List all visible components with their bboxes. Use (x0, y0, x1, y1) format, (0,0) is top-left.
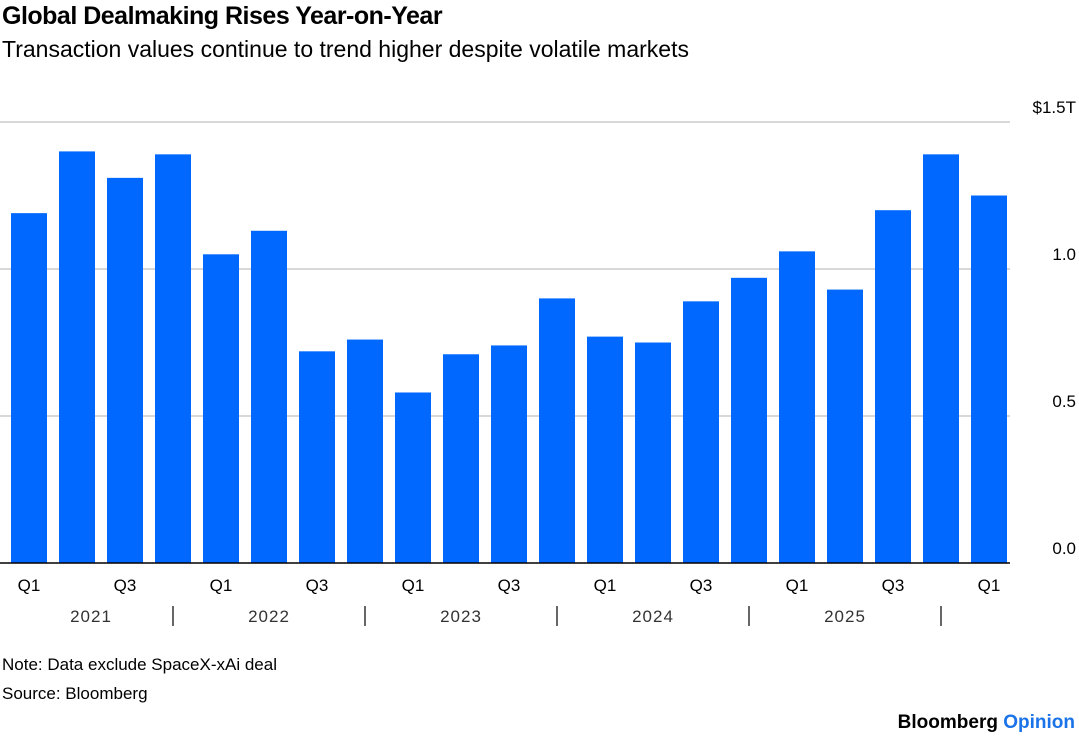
brand-logo: Bloomberg Opinion (897, 712, 1075, 733)
bar (299, 351, 335, 563)
x-tick-label: Q3 (498, 576, 521, 595)
chart-source: Source: Bloomberg (2, 684, 148, 703)
bar (635, 342, 671, 563)
bar (203, 254, 239, 564)
x-tick-label: Q1 (402, 576, 425, 595)
x-tick-label: Q1 (786, 576, 809, 595)
year-label: 2024 (632, 607, 674, 626)
x-tick-label: Q1 (210, 576, 233, 595)
bar (347, 339, 383, 563)
x-tick-label: Q3 (306, 576, 329, 595)
bar (779, 251, 815, 564)
bar (875, 210, 911, 563)
bar-chart: 0.0 0.5 1.0 $1.5T Q1 Q3 Q1 Q3 Q1 Q3 Q1 Q3 Q1 Q3 Q1 2021… (0, 98, 1076, 626)
bar (251, 230, 287, 563)
bar (443, 354, 479, 563)
y-tick-label: $1.5T (1033, 98, 1076, 117)
chart-title: Global Dealmaking Rises Year-on-Year (2, 2, 443, 30)
bar (971, 195, 1007, 563)
bar (155, 154, 191, 563)
bar (731, 277, 767, 563)
bar (827, 289, 863, 563)
bar (11, 213, 47, 563)
x-tick-label: Q1 (978, 576, 1001, 595)
chart-note: Note: Data exclude SpaceX-xAi deal (2, 655, 277, 674)
bar (683, 301, 719, 563)
year-label: 2021 (70, 607, 112, 626)
bar (491, 345, 527, 563)
bar (395, 392, 431, 563)
y-tick-label: 0.5 (1052, 392, 1076, 411)
year-label: 2022 (248, 607, 290, 626)
bar (59, 151, 95, 563)
bar (539, 298, 575, 563)
x-tick-label: Q3 (114, 576, 137, 595)
x-tick-label: Q1 (594, 576, 617, 595)
year-label: 2023 (440, 607, 482, 626)
bar (923, 154, 959, 563)
y-tick-label: 1.0 (1052, 245, 1076, 264)
x-tick-label: Q3 (690, 576, 713, 595)
year-label: 2025 (824, 607, 866, 626)
chart-subtitle: Transaction values continue to trend hig… (2, 36, 689, 62)
y-tick-label: 0.0 (1052, 539, 1076, 558)
x-tick-label: Q1 (18, 576, 41, 595)
bar (107, 177, 143, 564)
x-tick-label: Q3 (882, 576, 905, 595)
bar (587, 336, 623, 563)
